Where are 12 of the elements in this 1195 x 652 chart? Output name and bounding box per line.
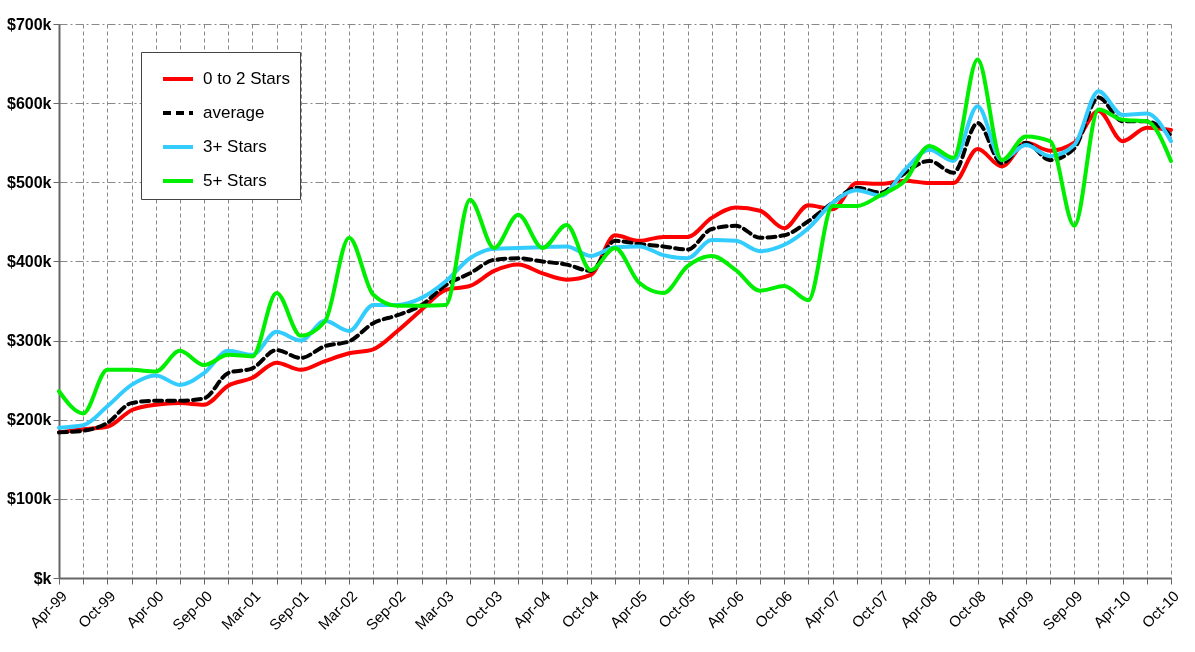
y-tick-label: $500k [7,173,52,191]
y-tick-label: $400k [7,252,52,270]
y-tick-label: $k [33,569,52,587]
legend-label: average [203,103,265,122]
legend-label: 5+ Stars [203,171,267,190]
y-tick-label: $100k [7,490,52,508]
y-tick-label: $300k [7,332,52,350]
y-tick-label: $600k [7,94,52,112]
y-tick-label: $200k [7,411,52,429]
legend-label: 0 to 2 Stars [203,69,290,88]
legend-label: 3+ Stars [203,137,267,156]
y-tick-label: $700k [7,15,52,33]
